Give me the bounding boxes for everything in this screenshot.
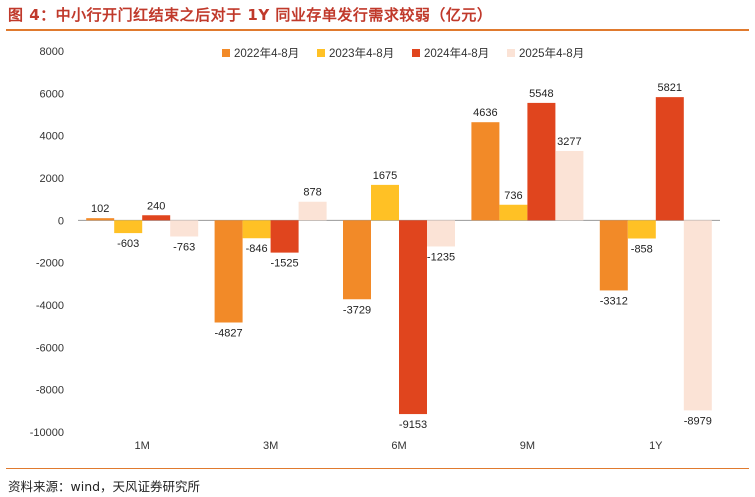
bar: [527, 102, 556, 221]
y-tick-label: -4000: [36, 300, 64, 312]
data-label: 5548: [529, 88, 553, 100]
y-tick-label: 4000: [40, 131, 64, 143]
data-label: -858: [631, 243, 653, 255]
data-label: 4636: [473, 107, 497, 119]
bar: [627, 220, 656, 239]
y-tick-label: 8000: [40, 46, 64, 58]
bar: [170, 220, 199, 237]
bars: [86, 97, 712, 415]
data-label: -9153: [399, 419, 427, 431]
data-label: -603: [117, 238, 139, 250]
y-tick-label: -2000: [36, 258, 64, 270]
data-label: 878: [303, 187, 321, 199]
legend-swatch: [412, 49, 420, 57]
footer-divider: [6, 468, 749, 469]
x-tick-label: 1Y: [649, 440, 663, 452]
bar: [499, 204, 528, 221]
bar: [270, 220, 299, 253]
data-label: -1525: [271, 258, 299, 270]
bar: [471, 122, 500, 221]
legend-swatch: [507, 49, 515, 57]
source-note: 资料来源：wind，天风证券研究所: [8, 479, 201, 494]
title-divider: [6, 29, 749, 31]
legend-label: 2022年4-8月: [234, 46, 299, 60]
data-label: 240: [147, 200, 165, 212]
chart-title: 图 4：中小行开门红结束之后对于 1Y 同业存单发行需求较弱（亿元）: [8, 6, 493, 24]
y-tick-label: -6000: [36, 342, 64, 354]
data-label: -846: [246, 243, 268, 255]
bar: [655, 97, 684, 221]
legend-label: 2025年4-8月: [519, 46, 584, 60]
data-label: -4827: [215, 328, 243, 340]
x-tick-label: 3M: [263, 440, 278, 452]
data-label: -8979: [684, 415, 712, 427]
x-tick-label: 9M: [520, 440, 535, 452]
legend-label: 2024年4-8月: [424, 46, 489, 60]
bar: [114, 220, 143, 234]
data-label: 102: [91, 203, 109, 215]
data-label: 1675: [373, 170, 397, 182]
y-tick-label: 2000: [40, 173, 64, 185]
data-label: -3312: [600, 295, 628, 307]
bar: [427, 220, 455, 247]
bar: [399, 220, 427, 415]
bar: [298, 201, 327, 221]
legend-swatch: [222, 49, 230, 57]
data-labels: 102 -603 240 -763 -4827 -846-1525 878 -3729 1675…: [91, 82, 712, 431]
data-label: 736: [504, 190, 522, 202]
bar-chart: 2022年4-8月 2023年4-8月 2024年4-8月 2025年4-8月 800…: [30, 46, 720, 452]
bar: [555, 150, 584, 221]
legend: 2022年4-8月 2023年4-8月 2024年4-8月 2025年4-8月: [222, 46, 584, 60]
bar: [86, 218, 115, 221]
data-label: 5821: [658, 82, 682, 94]
x-tick-label: 1M: [135, 440, 150, 452]
bar: [214, 220, 243, 323]
bar: [242, 220, 271, 239]
legend-label: 2023年4-8月: [329, 46, 394, 60]
y-axis: 8000 6000 4000 2000 0 -2000 -4000 -6000 -8000 -10…: [30, 46, 64, 439]
y-tick-label: -10000: [30, 427, 64, 439]
data-label: -3729: [343, 304, 371, 316]
bar: [343, 220, 371, 300]
x-tick-label: 6M: [391, 440, 406, 452]
data-label: -1235: [427, 251, 455, 263]
y-tick-label: 6000: [40, 88, 64, 100]
y-tick-label: -8000: [36, 385, 64, 397]
data-label: -763: [173, 241, 195, 253]
legend-swatch: [317, 49, 325, 57]
bar: [371, 184, 399, 221]
data-label: 3277: [557, 136, 581, 148]
y-tick-label: 0: [58, 215, 64, 227]
bar: [142, 215, 171, 221]
bar: [599, 220, 628, 291]
bar: [683, 220, 712, 411]
